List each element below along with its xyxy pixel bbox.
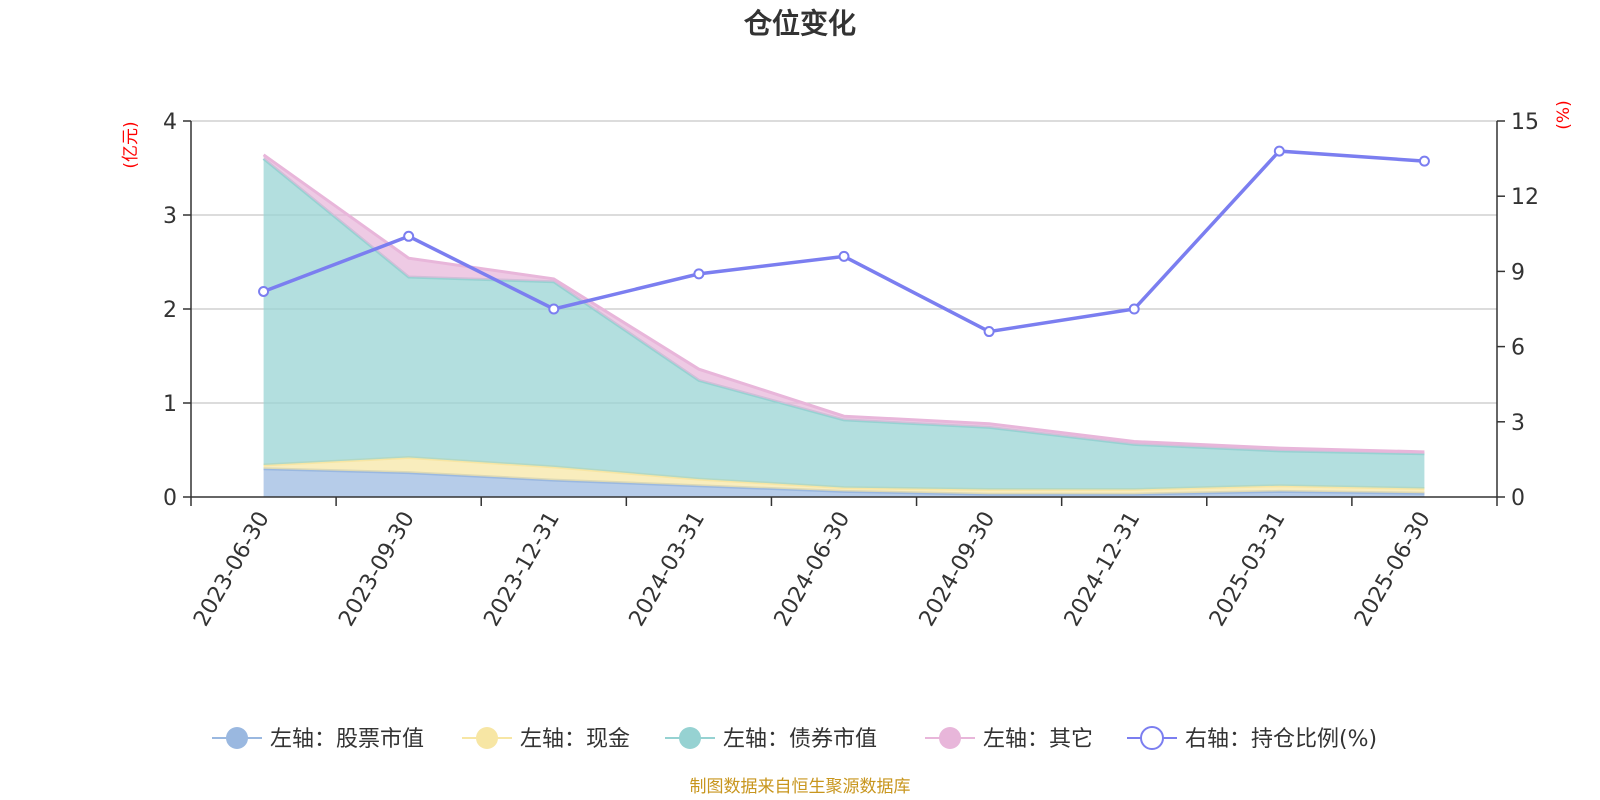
x-tick-label: 2024-09-30	[915, 508, 1001, 631]
legend-marker	[226, 727, 248, 749]
area-fill-1	[263, 468, 1425, 497]
legend-marker	[939, 727, 961, 749]
right-tick-label: 15	[1511, 110, 1539, 135]
legend: 左轴：股票市值 左轴：现金 左轴：债券市值 左轴：其它 右轴：持仓比例(%)	[212, 726, 1377, 752]
legend-label: 左轴：现金	[520, 727, 630, 752]
right-tick-label: 12	[1511, 185, 1539, 210]
x-tick-label: 2023-09-30	[334, 507, 420, 630]
area-series	[262, 153, 1425, 497]
x-tick-label: 2024-12-31	[1060, 508, 1146, 631]
right-tick-label: 6	[1511, 336, 1525, 361]
x-tick-label: 2023-06-30	[189, 508, 275, 631]
right-tick-label: 0	[1511, 486, 1525, 511]
ratio-point	[693, 268, 705, 280]
ratio-point	[1128, 303, 1140, 315]
left-axis-unit: (亿元)	[121, 121, 141, 168]
left-tick-label: 1	[163, 392, 177, 417]
legend-label: 左轴：债券市值	[723, 727, 877, 752]
legend-label: 右轴：持仓比例(%)	[1185, 727, 1377, 752]
x-tick-label: 2025-06-30	[1350, 508, 1436, 631]
ratio-point	[838, 250, 850, 262]
ratio-point	[983, 326, 995, 338]
x-tick-label: 2024-03-31	[625, 508, 711, 631]
left-tick-label: 4	[163, 110, 177, 135]
x-tick-label: 2024-06-30	[770, 508, 856, 631]
chart-title: 仓位变化	[744, 7, 856, 40]
legend-marker	[476, 727, 498, 749]
source-note: 制图数据来自恒生聚源数据库	[690, 777, 911, 797]
area-edge-4	[262, 153, 1425, 454]
ratio-point	[1418, 155, 1430, 167]
legend-label: 左轴：股票市值	[270, 727, 424, 752]
left-tick-label: 0	[163, 486, 177, 511]
area-fill-3	[263, 158, 1425, 490]
legend-marker	[679, 727, 701, 749]
right-axis-unit: (%)	[1554, 100, 1574, 129]
right-tick-label: 9	[1511, 260, 1525, 285]
ratio-point	[1273, 145, 1285, 157]
area-fill-2	[263, 457, 1425, 495]
ratio-point	[548, 303, 560, 315]
ratio-point	[403, 230, 415, 242]
x-tick-label: 2023-12-31	[479, 508, 565, 631]
left-tick-label: 3	[163, 204, 177, 229]
ratio-point	[258, 285, 270, 297]
left-tick-label: 2	[163, 298, 177, 323]
legend-marker	[1140, 726, 1164, 750]
ratio-line-series	[258, 145, 1430, 338]
legend-label: 左轴：其它	[983, 727, 1093, 752]
right-tick-label: 3	[1511, 411, 1525, 436]
x-tick-label: 2025-03-31	[1205, 508, 1291, 631]
